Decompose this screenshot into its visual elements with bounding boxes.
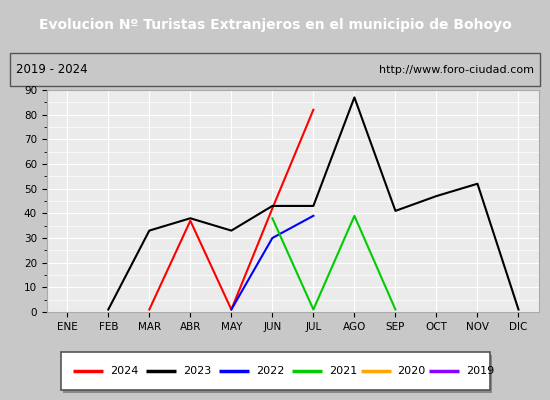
Text: Evolucion Nº Turistas Extranjeros en el municipio de Bohoyo: Evolucion Nº Turistas Extranjeros en el … — [39, 18, 512, 32]
Text: 2024: 2024 — [110, 366, 138, 376]
Text: 2021: 2021 — [329, 366, 357, 376]
Text: 2023: 2023 — [183, 366, 211, 376]
Text: http://www.foro-ciudad.com: http://www.foro-ciudad.com — [379, 65, 534, 74]
Text: 2019: 2019 — [466, 366, 494, 376]
Text: 2020: 2020 — [397, 366, 426, 376]
Text: 2019 - 2024: 2019 - 2024 — [16, 63, 88, 76]
Text: 2022: 2022 — [256, 366, 284, 376]
